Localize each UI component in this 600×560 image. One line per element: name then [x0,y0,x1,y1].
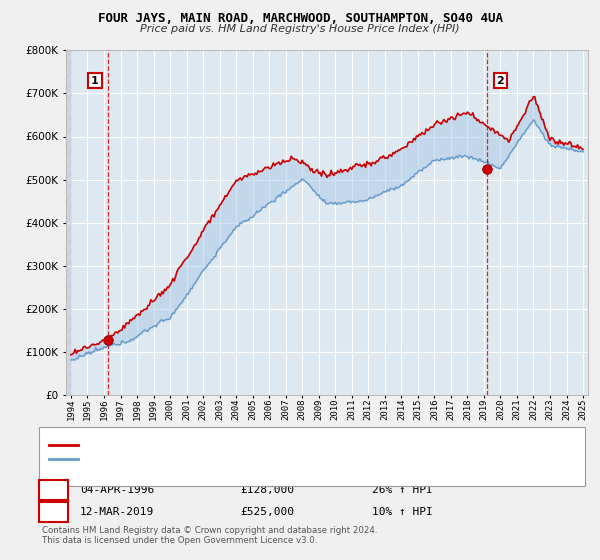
Text: Price paid vs. HM Land Registry's House Price Index (HPI): Price paid vs. HM Land Registry's House … [140,24,460,34]
Text: £128,000: £128,000 [240,485,294,495]
Bar [66,50,71,395]
Text: 2: 2 [50,507,57,517]
Text: 2: 2 [497,76,505,86]
Text: 1: 1 [50,485,57,495]
Text: FOUR JAYS, MAIN ROAD, MARCHWOOD, SOUTHAMPTON, SO40 4UA: FOUR JAYS, MAIN ROAD, MARCHWOOD, SOUTHAM… [97,12,503,25]
Text: 12-MAR-2019: 12-MAR-2019 [80,507,154,517]
Text: 1: 1 [91,76,99,86]
Text: FOUR JAYS, MAIN ROAD, MARCHWOOD, SOUTHAMPTON, SO40 4UA (detached house): FOUR JAYS, MAIN ROAD, MARCHWOOD, SOUTHAM… [85,440,502,450]
Text: 26% ↑ HPI: 26% ↑ HPI [372,485,433,495]
Text: 04-APR-1996: 04-APR-1996 [80,485,154,495]
Text: 10% ↑ HPI: 10% ↑ HPI [372,507,433,517]
Text: Contains HM Land Registry data © Crown copyright and database right 2024.
This d: Contains HM Land Registry data © Crown c… [42,526,377,545]
Text: £525,000: £525,000 [240,507,294,517]
Text: HPI: Average price, detached house, New Forest: HPI: Average price, detached house, New … [85,454,355,464]
